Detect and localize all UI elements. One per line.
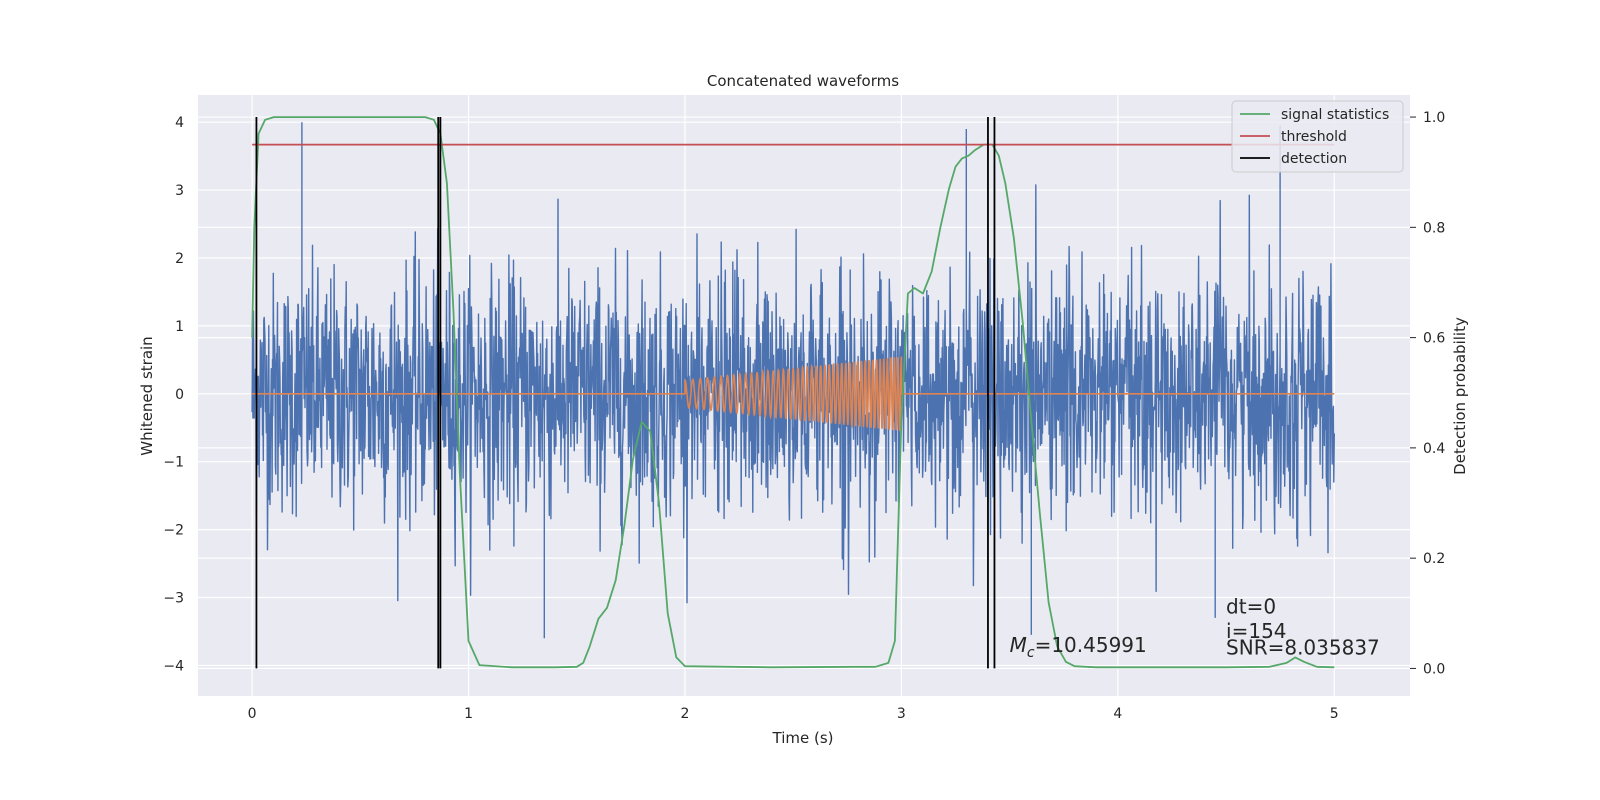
right-tick-label: 0.0	[1423, 661, 1445, 677]
y-axis-label: Whitened strain	[138, 336, 156, 455]
y-axis-ticks: −4 −3 −2 −1 0 1 2 3 4	[163, 115, 184, 674]
x-tick-label: 5	[1330, 706, 1339, 722]
right-axis-label: Detection probability	[1451, 317, 1469, 475]
y-tick-label: 1	[175, 319, 184, 335]
x-tick-label: 0	[248, 706, 257, 722]
x-tick-label: 1	[464, 706, 473, 722]
right-tick-label: 0.6	[1423, 331, 1445, 347]
chirp-waveform-series	[252, 356, 1335, 431]
annotation: SNR=8.035837	[1226, 636, 1380, 660]
y-tick-label: 0	[175, 387, 184, 403]
right-tick-label: 0.8	[1423, 220, 1445, 236]
y-tick-label: 3	[175, 183, 184, 199]
y-tick-label: −2	[163, 523, 184, 539]
legend: signal statistics threshold detection	[1231, 100, 1404, 173]
y-tick-label: −1	[163, 455, 184, 471]
legend-label-signal-statistics: signal statistics	[1281, 107, 1389, 123]
right-tick-label: 1.0	[1423, 110, 1445, 126]
y-tick-label: 2	[175, 251, 184, 267]
chart-title: Concatenated waveforms	[707, 72, 899, 90]
y-tick-label: −3	[163, 591, 184, 607]
y-tick-label: −4	[163, 658, 184, 674]
y-tick-label: 4	[175, 115, 184, 131]
annotation: i=154	[1226, 619, 1287, 643]
annotation: dt=0	[1226, 594, 1276, 618]
strain-noise-series	[251, 122, 1335, 639]
right-axis-ticks: 0.0 0.2 0.4 0.6 0.8 1.0	[1410, 110, 1445, 677]
annotation: Mc=10.45991	[1010, 633, 1147, 661]
x-axis-label: Time (s)	[772, 729, 834, 747]
right-tick-label: 0.4	[1423, 441, 1445, 457]
x-axis-ticks: 0 1 2 3 4 5	[248, 706, 1339, 722]
right-tick-label: 0.2	[1423, 551, 1445, 567]
series-layer	[251, 116, 1335, 669]
x-tick-label: 3	[897, 706, 906, 722]
legend-label-threshold: threshold	[1281, 129, 1347, 145]
signal-statistics-line	[251, 116, 1335, 669]
legend-label-detection: detection	[1281, 151, 1347, 167]
x-tick-label: 4	[1113, 706, 1122, 722]
x-tick-label: 2	[681, 706, 690, 722]
